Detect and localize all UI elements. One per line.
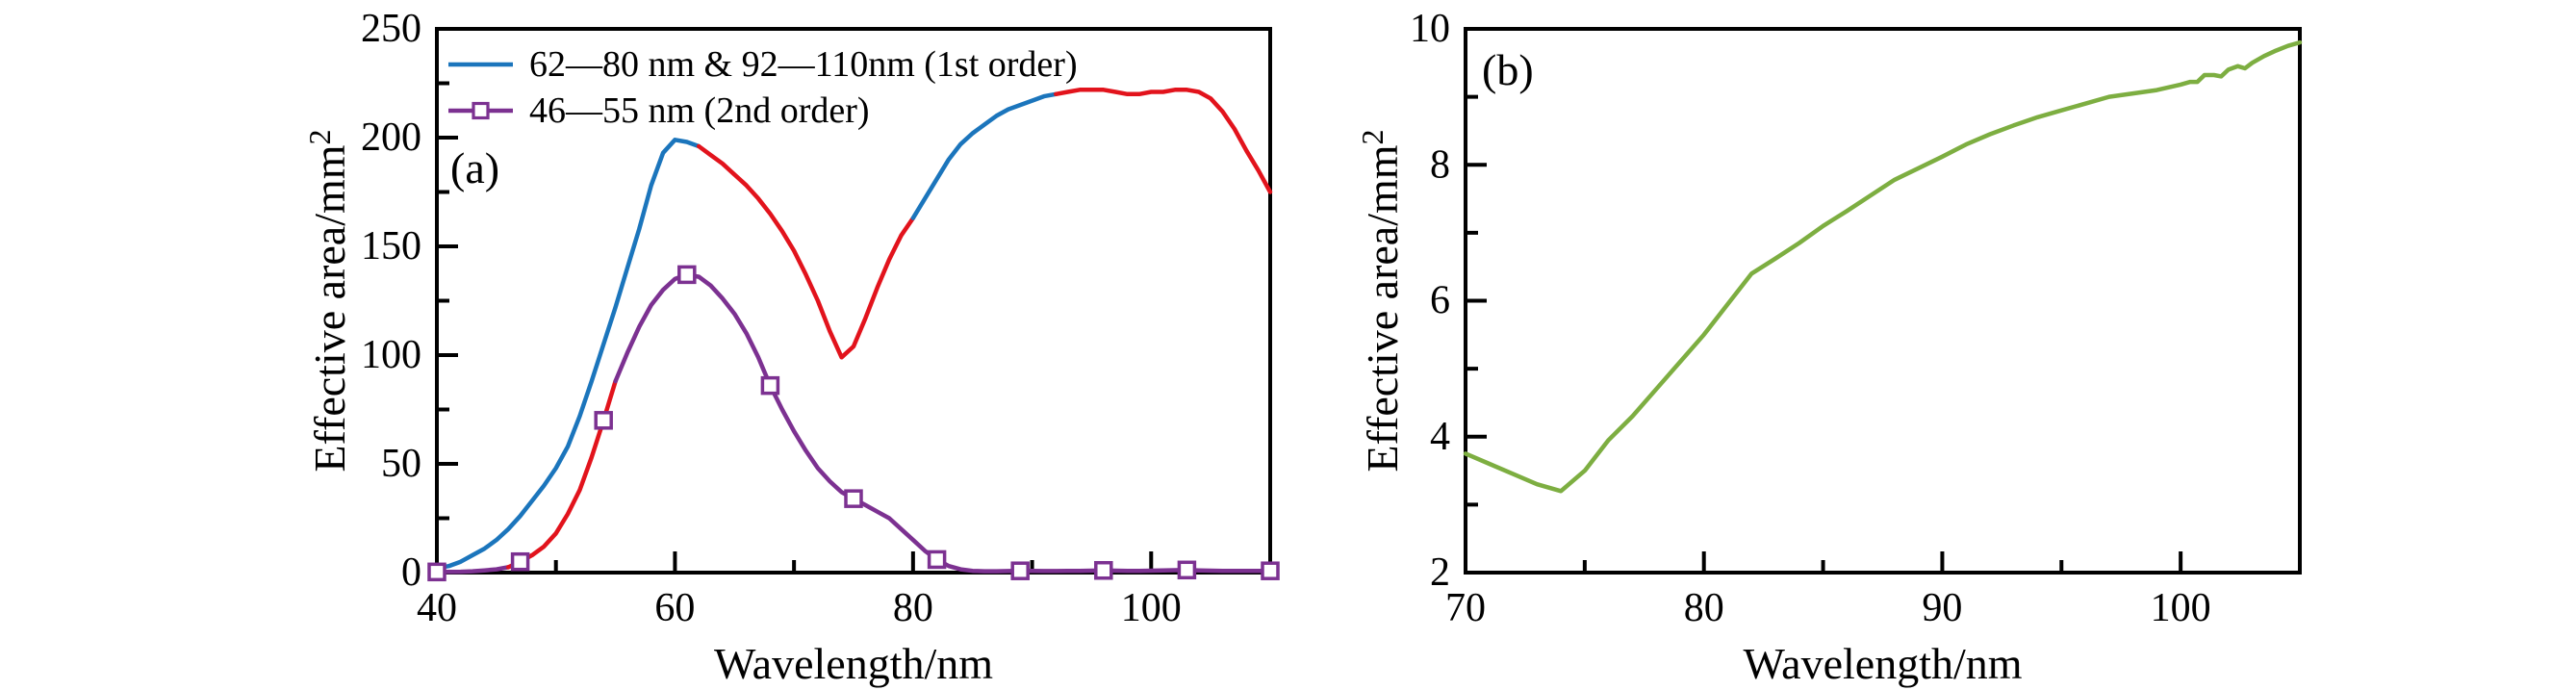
second-order-square-marker <box>760 375 780 396</box>
y-tick-label: 50 <box>381 442 421 486</box>
panel-a-ticks: 40 60 80 100 0 50 100 150 200 250 <box>361 7 1182 630</box>
panel-a: 40 60 80 100 0 50 100 150 200 250 Wavelength/nm Eff… <box>302 7 1280 688</box>
y-axis-label: Effective area/mm2 <box>302 129 354 472</box>
legend-label-second-order: 46—55 nm (2nd order) <box>529 90 870 131</box>
second-order-square-marker <box>927 549 947 570</box>
second-order-square-marker <box>1261 561 1280 580</box>
x-tick-label: 100 <box>1121 586 1182 630</box>
second-order-square-marker <box>427 562 446 582</box>
second-order-square-marker <box>844 489 863 508</box>
effective-area-green-curve <box>1463 39 2303 494</box>
y-tick-label: 8 <box>1430 142 1450 187</box>
y-tick-label: 100 <box>361 333 421 377</box>
effective-area-green-curve-segment <box>1463 39 2303 494</box>
x-tick-label: 100 <box>2151 586 2211 630</box>
second-order-square-marker <box>1010 561 1030 580</box>
second-order-curve-segment <box>505 378 618 570</box>
x-axis-label: Wavelength/nm <box>1743 639 2022 688</box>
first-order-curve-segment <box>434 138 701 571</box>
y-tick-label: 2 <box>1430 550 1450 595</box>
second-order-curve-segment <box>434 565 511 575</box>
legend-marker-second-order <box>472 101 490 120</box>
panel-label-b: (b) <box>1482 45 1534 94</box>
panel-b-axes-box <box>1464 27 2302 575</box>
x-tick-label: 70 <box>1445 586 1486 630</box>
first-order-curve-segment <box>696 143 916 360</box>
y-tick-label: 10 <box>1410 7 1450 51</box>
second-order-square-marker <box>594 411 613 430</box>
legend-label-first-order: 62—80 nm & 92—110nm (1st order) <box>529 44 1078 85</box>
second-order-square-marker <box>1094 560 1113 580</box>
x-tick-label: 90 <box>1922 586 1962 630</box>
panel-b: 70 80 90 100 2 4 6 8 10 Wavelength/nm Effective ar… <box>1355 7 2303 688</box>
y-tick-label: 6 <box>1430 279 1450 323</box>
first-order-curve-segment <box>1054 88 1273 194</box>
panel-a-legend: 62—80 nm & 92—110nm (1st order) 46—55 nm … <box>448 44 1078 131</box>
panel-b-ticks: 70 80 90 100 2 4 6 8 10 <box>1410 7 2211 630</box>
panel-label-a: (a) <box>450 143 499 192</box>
y-tick-label: 200 <box>361 115 421 160</box>
second-order-square-marker <box>510 551 530 572</box>
y-axis-label: Effective area/mm2 <box>1355 129 1407 472</box>
x-tick-label: 40 <box>417 586 457 630</box>
second-order-square-marker <box>1177 560 1197 580</box>
y-tick-label: 4 <box>1430 415 1450 459</box>
second-order-markers <box>427 265 1280 582</box>
x-tick-label: 60 <box>654 586 695 630</box>
y-tick-label: 250 <box>361 7 421 51</box>
second-order-curve <box>434 272 1273 575</box>
x-tick-label: 80 <box>1684 586 1724 630</box>
x-axis-label: Wavelength/nm <box>714 639 993 688</box>
y-tick-label: 150 <box>361 224 421 268</box>
y-tick-label: 0 <box>401 550 421 595</box>
second-order-square-marker <box>677 265 697 285</box>
second-order-curve-segment <box>613 272 1273 574</box>
first-order-curve-segment <box>910 91 1058 220</box>
first-order-curve <box>434 88 1273 571</box>
x-tick-label: 80 <box>893 586 933 630</box>
